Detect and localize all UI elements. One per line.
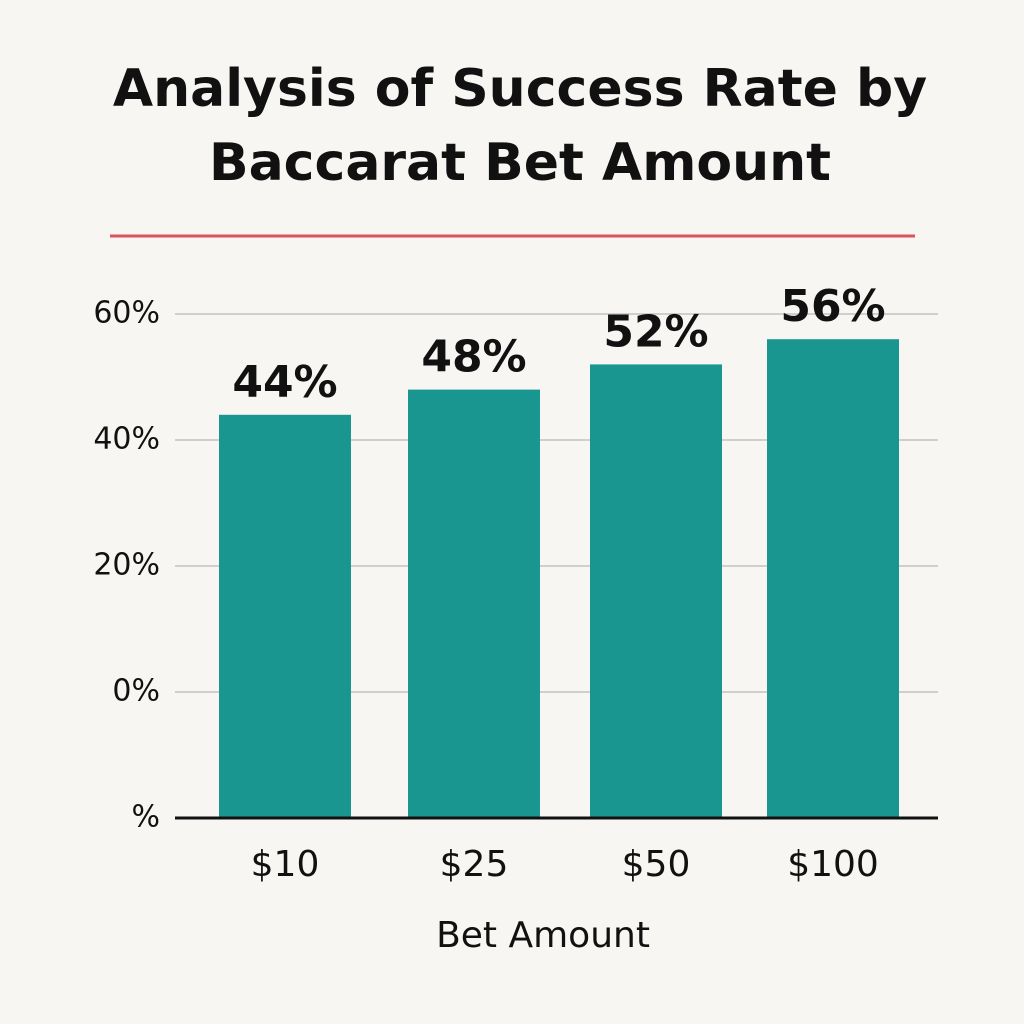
y-tick-label: % — [131, 800, 160, 835]
y-tick-label: 20% — [93, 548, 160, 583]
x-tick-label: $50 — [622, 844, 691, 885]
bar — [590, 364, 722, 818]
x-tick-label: $100 — [787, 844, 879, 885]
bar — [408, 389, 540, 818]
bar — [219, 414, 351, 818]
y-tick-label: 60% — [93, 296, 160, 331]
chart-title: Analysis of Success Rate by Baccarat Bet… — [112, 59, 928, 193]
bar — [767, 339, 899, 818]
y-tick-label: 0% — [112, 674, 160, 709]
x-tick-label: $10 — [251, 844, 320, 885]
x-tick-label: $25 — [440, 844, 509, 885]
value-label: 52% — [603, 306, 708, 357]
y-tick-label: 40% — [93, 422, 160, 457]
x-axis-label: Bet Amount — [436, 915, 650, 956]
value-label: 44% — [232, 357, 337, 408]
value-label: 56% — [780, 281, 885, 332]
value-label: 48% — [421, 332, 526, 383]
